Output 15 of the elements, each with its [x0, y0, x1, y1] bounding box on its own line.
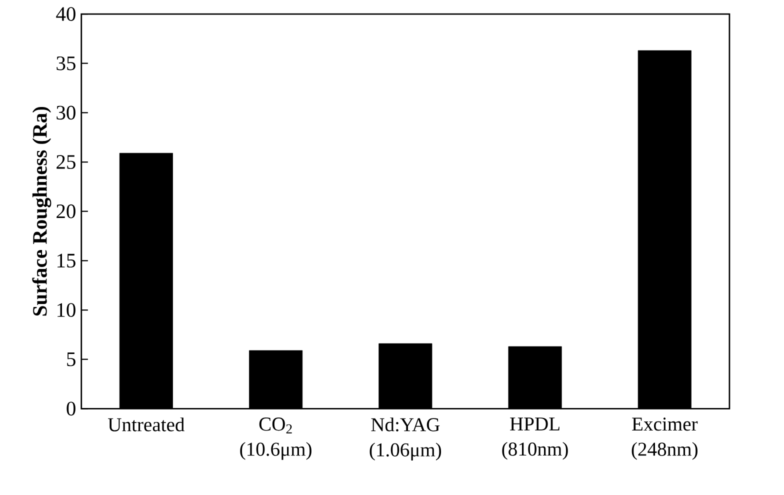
- y-tick-label: 5: [67, 352, 76, 366]
- x-tick-label: Nd:YAG (1.06μm): [370, 418, 442, 461]
- x-tick-label: Excimer (248nm): [632, 418, 698, 460]
- y-tick-label: 30: [56, 106, 76, 120]
- y-tick-label: 25: [56, 155, 76, 170]
- x-tick-label: Untreated: [108, 418, 185, 432]
- x-tick-label: HPDL (810nm): [502, 418, 568, 460]
- y-tick-label: 35: [56, 56, 76, 70]
- y-tick-label: 0: [66, 402, 76, 416]
- y-tick-label: 15: [58, 254, 76, 268]
- y-axis-title: Surface Roughness (Ra): [32, 107, 52, 316]
- y-tick-label: 20: [56, 204, 76, 218]
- y-tick-label: 10: [58, 303, 76, 318]
- y-tick-label: 40: [56, 7, 76, 22]
- x-tick-label: CO$_{2}$ (10.6μm): [240, 418, 312, 460]
